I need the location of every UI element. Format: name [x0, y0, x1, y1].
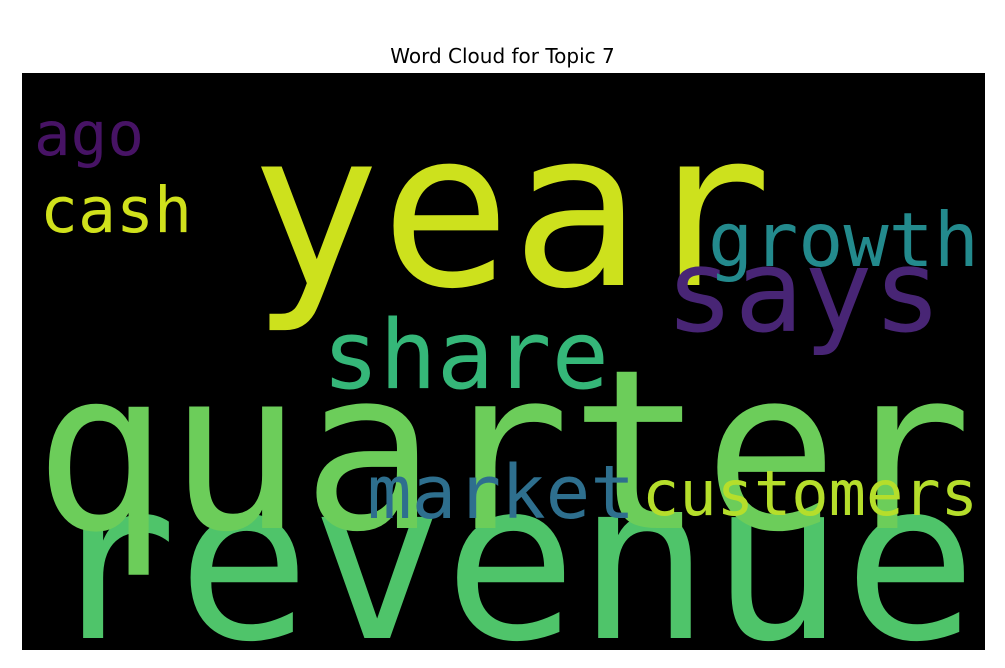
chart-title: Word Cloud for Topic 7 — [390, 44, 615, 68]
word-cloud-background — [22, 73, 985, 650]
word-cash: cash — [40, 173, 192, 247]
word-ago: ago — [34, 99, 144, 170]
word-year: year — [250, 85, 772, 337]
word-customers: customers — [642, 457, 978, 530]
word-cloud: revenue quarter year says share growth m… — [22, 73, 985, 650]
word-quarter: quarter — [34, 322, 972, 581]
word-revenue: revenue — [44, 434, 977, 650]
word-share: share — [322, 301, 609, 411]
word-market: market — [367, 450, 635, 536]
word-cloud-canvas: revenue quarter year says share growth m… — [22, 73, 985, 650]
word-growth: growth — [708, 196, 979, 284]
word-says: says — [665, 225, 942, 359]
